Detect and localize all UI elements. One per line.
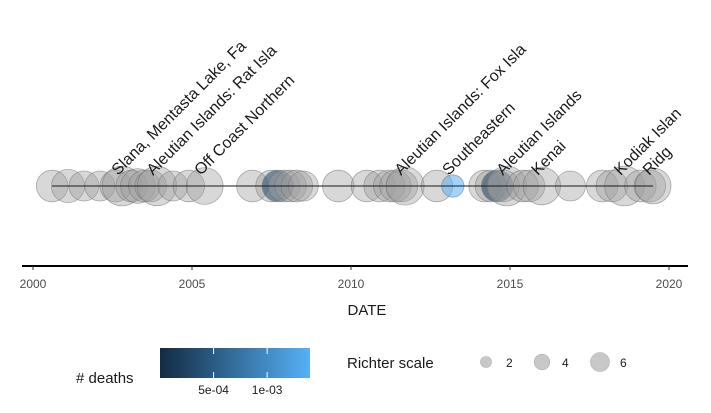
x-tick-label: 2005 [179,277,206,291]
legend: # deaths 5e-04 1e-03 Richter scale 2 4 6 [76,348,627,397]
size-legend-items: 2 4 6 [480,352,627,372]
size-legend-label: 4 [562,356,569,370]
event-label: Slana, Mentasta Lake, Fa [109,38,250,179]
size-legend-label: 6 [620,356,627,370]
color-legend-title: # deaths [76,370,134,387]
x-axis-title: DATE [348,302,387,319]
size-legend-label: 2 [506,356,513,370]
size-legend-circle [480,356,492,368]
x-tick-label: 2020 [656,277,683,291]
size-legend-title: Richter scale [347,355,434,372]
x-tick-label: 2010 [338,277,365,291]
color-tick-label: 5e-04 [198,383,229,397]
color-scale-ticks: 5e-04 1e-03 [198,348,283,397]
color-tick-label: 1e-03 [252,383,283,397]
x-tick-label: 2000 [20,277,47,291]
size-legend-circle [533,353,551,371]
size-legend-circle [590,352,610,372]
x-axis-ticks: 2000 2005 2010 2015 2020 [20,266,683,291]
x-tick-label: 2015 [497,277,524,291]
color-scale-bar [160,348,310,378]
